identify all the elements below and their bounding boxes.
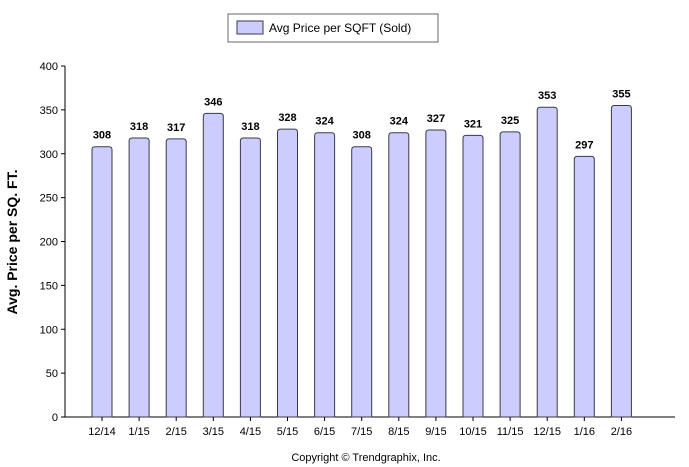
x-tick-label: 1/15 — [128, 426, 149, 438]
x-tick-label: 11/15 — [497, 426, 524, 438]
bar — [314, 132, 336, 418]
bar — [573, 155, 595, 418]
x-tick-label: 12/15 — [533, 426, 561, 438]
y-ticks: 0 50 100 150 200 250 300 350 400 — [40, 61, 65, 424]
bar — [128, 137, 150, 418]
x-tick-label: 7/15 — [351, 426, 372, 438]
bar-value-label: 353 — [538, 90, 556, 102]
bar — [462, 134, 484, 418]
bar-value-label: 325 — [501, 115, 519, 127]
y-tick-label: 50 — [46, 368, 58, 380]
bar-value-label: 317 — [167, 122, 185, 134]
bar-value-label: 324 — [390, 116, 409, 128]
bar-value-label: 318 — [130, 121, 148, 133]
copyright-text: Copyright © Trendgraphix, Inc. — [291, 452, 440, 464]
bar — [425, 129, 447, 418]
bar — [536, 106, 558, 418]
x-tick-label: 12/14 — [88, 426, 116, 438]
legend: Avg Price per SQFT (Sold) — [227, 13, 439, 43]
bar — [610, 104, 632, 418]
bar-value-label: 355 — [612, 88, 630, 100]
y-tick-label: 0 — [52, 412, 58, 424]
bar-value-label: 324 — [315, 116, 334, 128]
bar-value-label: 328 — [278, 112, 296, 124]
x-tick-label: 6/15 — [314, 426, 335, 438]
y-tick-label: 100 — [40, 324, 58, 336]
x-tick-label: 4/15 — [240, 426, 261, 438]
bars: 308 318 317 346 318 328 324 308 324 327 321 325 353 2… — [91, 88, 632, 418]
bar-value-label: 297 — [575, 139, 593, 151]
y-tick-label: 300 — [40, 149, 58, 161]
bar — [388, 132, 410, 418]
legend-swatch — [236, 20, 264, 35]
bar — [277, 128, 298, 418]
bar — [499, 131, 521, 418]
bar-value-label: 321 — [464, 118, 482, 130]
x-tick-label: 8/15 — [388, 426, 409, 438]
bar — [239, 137, 261, 418]
y-tick-label: 150 — [40, 280, 58, 292]
bar-value-label: 308 — [353, 130, 371, 142]
x-tick-label: 10/15 — [459, 426, 487, 438]
bar — [202, 112, 224, 418]
x-tick-label: 5/15 — [277, 426, 298, 438]
x-ticks: 12/14 1/15 2/15 3/15 4/15 5/15 6/15 7/15 8/15 9/1… — [88, 417, 632, 438]
bar-value-label: 308 — [93, 130, 111, 142]
bar-value-label: 318 — [241, 121, 259, 133]
legend-label: Avg Price per SQFT (Sold) — [269, 21, 411, 35]
bar-value-label: 346 — [204, 96, 222, 108]
x-tick-label: 3/15 — [203, 426, 224, 438]
bar — [165, 138, 187, 418]
bar — [91, 146, 113, 418]
x-tick-label: 1/16 — [574, 426, 595, 438]
y-axis-title: Avg. Price per SQ. FT. — [4, 170, 20, 315]
bar-value-label: 327 — [427, 113, 445, 125]
y-tick-label: 200 — [40, 237, 58, 249]
x-tick-label: 9/15 — [425, 426, 446, 438]
y-tick-label: 400 — [40, 61, 58, 73]
y-tick-label: 250 — [40, 193, 58, 205]
x-tick-label: 2/15 — [165, 426, 186, 438]
bar — [351, 146, 373, 418]
x-tick-label: 2/16 — [611, 426, 632, 438]
y-tick-label: 350 — [40, 105, 58, 117]
